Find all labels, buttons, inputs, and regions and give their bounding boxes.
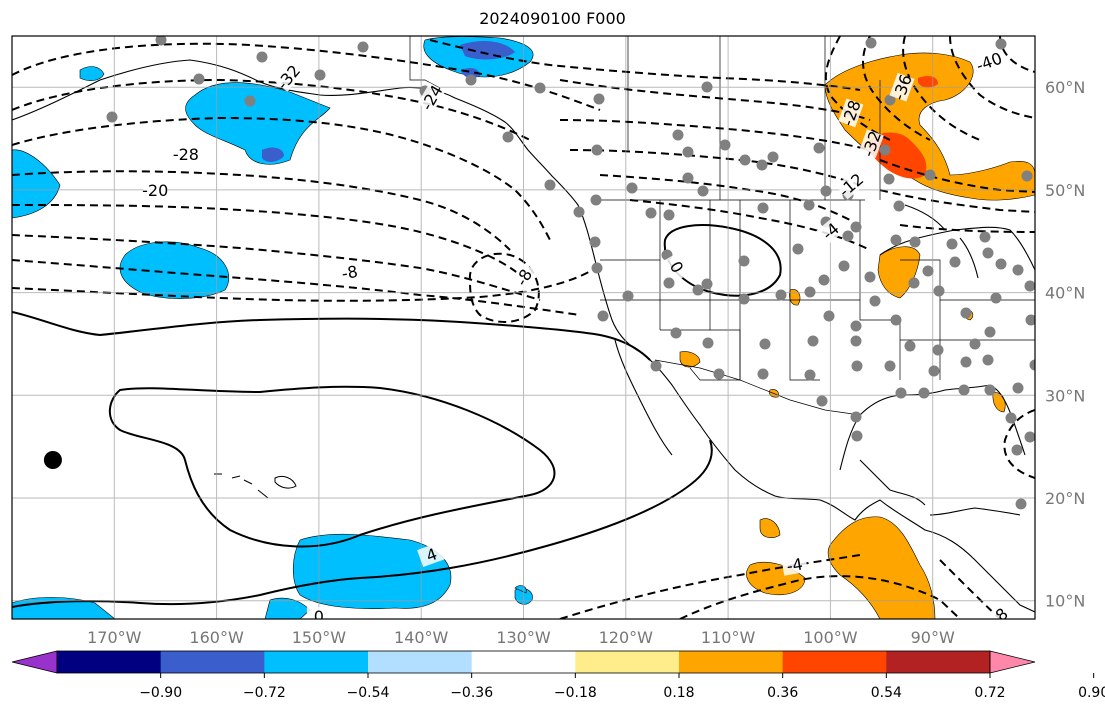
- longitude-labels: 170°W 160°W 150°W 140°W 130°W 120°W 110°W 100°W…: [87, 628, 955, 647]
- typhoon-marker: [43, 451, 62, 470]
- colorbar-tick-label: −0.72: [243, 685, 286, 701]
- contour-label-bg: [509, 262, 538, 293]
- contour-label-bg: [417, 541, 446, 568]
- latitude-tick-label: 40°N: [1045, 284, 1085, 303]
- station-dots: [106, 36, 1035, 510]
- map-frame: [11, 35, 1036, 620]
- colorbar-tick-label: 0.36: [767, 685, 798, 701]
- contour-label-bg: [173, 144, 198, 163]
- contour-label-bg: [273, 61, 303, 92]
- latitude-tick-label: 20°N: [1045, 489, 1085, 508]
- contour-label-bg: [143, 180, 168, 199]
- colorbar-extend-high: [989, 650, 1036, 674]
- colorbar-segment: [575, 651, 680, 673]
- longitude-tick-label: 140°W: [394, 628, 449, 647]
- strong-negative-anomaly: [262, 40, 515, 162]
- negative-anomaly-shading: [12, 36, 534, 619]
- colorbar-tick-label: 0.18: [663, 685, 694, 701]
- colorbar-tick-label: −0.36: [450, 685, 493, 701]
- contour-label-bg: [984, 601, 1015, 619]
- colorbar-tick-label: 0.90: [1078, 685, 1105, 701]
- colorbar: −0.90 −0.72 −0.54 −0.36 −0.18 0.18 0.36 0.54 0.7…: [11, 650, 1105, 701]
- latitude-tick-label: 10°N: [1045, 592, 1085, 611]
- latitude-tick-label: 60°N: [1045, 78, 1085, 97]
- contour-label-bg: [974, 48, 1004, 75]
- longitude-tick-label: 90°W: [911, 628, 955, 647]
- colorbar-segment: [160, 651, 265, 673]
- longitude-tick-label: 160°W: [189, 628, 244, 647]
- contour-label-bg: [663, 252, 691, 282]
- contour-label-bg: [889, 72, 915, 102]
- contour-label-bg: [336, 261, 363, 284]
- colorbar-segment: [679, 651, 784, 673]
- colorbar-segment: [471, 651, 576, 673]
- longitude-tick-label: 150°W: [292, 628, 347, 647]
- contour-label-bg: [306, 607, 331, 619]
- latitude-tick-label: 30°N: [1045, 386, 1085, 405]
- colorbar-segment: [368, 651, 473, 673]
- contour-label-bg: [835, 170, 866, 200]
- contour-label: -28: [173, 145, 199, 164]
- contour-label-bg: [838, 98, 864, 128]
- map-title: 2024090100 F000: [479, 9, 626, 28]
- contour-label-bg: [815, 216, 846, 246]
- colorbar-segment: [264, 651, 369, 673]
- longitude-tick-label: 170°W: [87, 628, 142, 647]
- contour-label-bg: [417, 82, 446, 113]
- contour-label-bg: [858, 129, 884, 159]
- colorbar-tick-label: −0.54: [347, 685, 390, 701]
- longitude-tick-label: 120°W: [599, 628, 654, 647]
- gridlines: [12, 36, 1035, 619]
- latitude-labels: 60°N 50°N 40°N 30°N 20°N 10°N: [1045, 78, 1085, 611]
- colorbar-segment: [782, 651, 887, 673]
- colorbar-extend-low: [11, 650, 58, 674]
- colorbar-tick-label: −0.18: [554, 685, 597, 701]
- colorbar-tick-label: −0.90: [139, 685, 182, 701]
- contour-label: -4: [785, 555, 804, 576]
- colorbar-segment: [57, 651, 162, 673]
- contour-label-bg: [781, 553, 808, 576]
- colorbar-tick-label: 0.72: [974, 685, 1005, 701]
- colorbar-frame: [56, 650, 991, 674]
- longitude-tick-label: 100°W: [803, 628, 858, 647]
- contour-label: -20: [142, 181, 168, 200]
- hawaiian-islands: [214, 473, 297, 499]
- colorbar-tick-label: 0.54: [871, 685, 902, 701]
- contour-label: 0: [314, 607, 324, 626]
- solid-contours: [12, 224, 782, 608]
- latitude-tick-label: 50°N: [1045, 181, 1085, 200]
- contour-label: -8: [340, 262, 359, 283]
- longitude-tick-label: 130°W: [496, 628, 551, 647]
- colorbar-segment: [886, 651, 991, 673]
- longitude-tick-label: 110°W: [701, 628, 756, 647]
